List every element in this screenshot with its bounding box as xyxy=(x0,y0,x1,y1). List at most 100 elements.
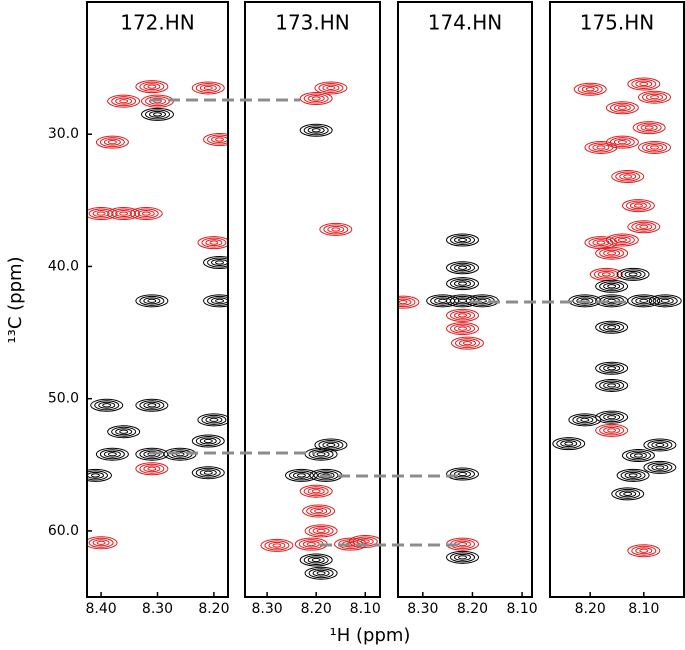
strip-frame xyxy=(244,1,381,598)
peak xyxy=(203,133,228,147)
strip-frame xyxy=(549,1,685,598)
peak xyxy=(299,92,333,106)
peak xyxy=(605,233,639,247)
peak xyxy=(129,207,163,221)
strip-title: 175.HN xyxy=(580,11,655,35)
x-tick-label: 8.10 xyxy=(506,601,537,617)
peak xyxy=(284,468,318,482)
x-tick-label: 8.20 xyxy=(198,601,229,617)
peak xyxy=(135,398,169,412)
peak xyxy=(627,77,661,91)
peak xyxy=(643,438,677,452)
peak xyxy=(446,233,480,247)
peak xyxy=(611,170,645,184)
peak xyxy=(638,140,672,154)
peak xyxy=(302,504,336,518)
y-tick-label: 40.0 xyxy=(48,258,79,274)
peak xyxy=(141,107,174,121)
strip xyxy=(552,77,682,558)
plots: 172.HN 8.40 8.30 8.20 30.0 40.0 50.0 60.0 173.HN… xyxy=(48,1,685,617)
peak xyxy=(135,462,169,476)
peak xyxy=(446,322,480,336)
peak xyxy=(552,437,586,451)
peak xyxy=(426,294,460,308)
peak xyxy=(90,398,124,412)
peak xyxy=(627,294,661,308)
x-tick-label: 8.30 xyxy=(142,601,173,617)
strip xyxy=(398,233,499,564)
peak xyxy=(605,101,639,115)
strip-frame xyxy=(397,1,533,598)
peak xyxy=(107,94,141,108)
peak xyxy=(446,467,480,481)
strip xyxy=(87,80,228,550)
peak xyxy=(627,220,661,234)
peak xyxy=(87,207,118,221)
x-tick-label: 8.40 xyxy=(86,601,117,617)
peak xyxy=(595,246,629,260)
peak xyxy=(197,413,228,427)
peak xyxy=(203,294,228,308)
peak xyxy=(191,434,225,448)
strip-title: 174.HN xyxy=(428,11,503,35)
peak xyxy=(627,544,661,558)
peak xyxy=(107,207,141,221)
peak xyxy=(595,361,629,375)
peak xyxy=(632,121,666,135)
peak xyxy=(107,425,141,439)
peak xyxy=(314,81,348,95)
peak xyxy=(95,135,129,149)
peak xyxy=(573,82,607,96)
peak xyxy=(595,423,629,437)
peak xyxy=(304,524,338,538)
peak xyxy=(446,261,480,275)
x-tick-label: 8.20 xyxy=(575,601,606,617)
peak xyxy=(87,468,112,482)
peak xyxy=(191,81,225,95)
connections xyxy=(150,98,630,547)
y-tick-label: 60.0 xyxy=(48,523,79,539)
peak xyxy=(605,135,639,149)
peak xyxy=(595,279,629,293)
peak xyxy=(611,487,645,501)
peak xyxy=(95,447,129,461)
peak xyxy=(446,550,480,564)
x-tick-label: 8.20 xyxy=(457,601,488,617)
strip xyxy=(260,81,380,580)
y-axis-label: ¹³C (ppm) xyxy=(5,256,26,343)
peak xyxy=(450,336,484,350)
x-tick-label: 8.20 xyxy=(301,601,332,617)
y-tick-label: 50.0 xyxy=(48,391,79,407)
x-tick-label: 8.30 xyxy=(407,601,438,617)
peak xyxy=(584,140,618,154)
peak xyxy=(568,413,602,427)
peak xyxy=(135,80,169,94)
peak xyxy=(191,466,225,480)
peak xyxy=(260,538,294,552)
x-tick-label: 8.10 xyxy=(628,601,659,617)
peak xyxy=(595,378,629,392)
x-tick-label: 8.10 xyxy=(350,601,381,617)
peak xyxy=(398,295,420,309)
peak xyxy=(638,90,672,104)
peak xyxy=(197,236,228,250)
strip-title: 172.HN xyxy=(120,11,195,35)
peak xyxy=(135,294,169,308)
peak xyxy=(304,566,338,580)
x-tick-label: 8.30 xyxy=(252,601,283,617)
peak xyxy=(595,320,629,334)
peak xyxy=(319,222,353,236)
y-tick-label: 30.0 xyxy=(48,126,79,142)
peak xyxy=(621,199,655,213)
peak xyxy=(643,460,677,474)
peak xyxy=(616,267,650,281)
strip-title: 173.HN xyxy=(275,11,350,35)
peak xyxy=(648,294,682,308)
peak xyxy=(616,468,650,482)
peak xyxy=(314,438,348,452)
peak xyxy=(87,536,118,550)
peak xyxy=(446,308,480,322)
peak xyxy=(299,123,333,137)
